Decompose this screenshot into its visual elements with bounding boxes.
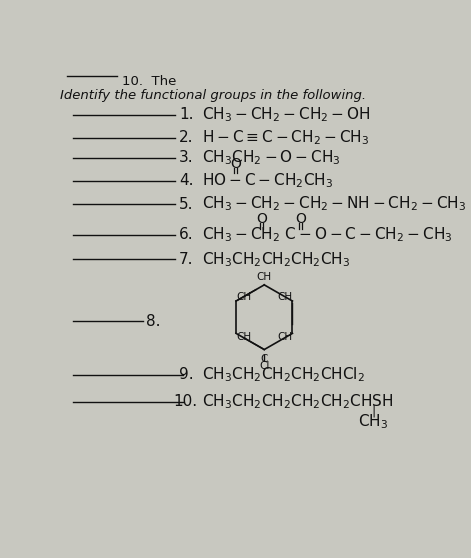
Text: CH: CH	[277, 292, 292, 302]
Text: CH: CH	[236, 292, 252, 302]
Text: 1.: 1.	[179, 107, 194, 122]
Text: O: O	[295, 213, 306, 227]
Text: $\mathrm{H-C{\equiv}C-CH_2-CH_3}$: $\mathrm{H-C{\equiv}C-CH_2-CH_3}$	[202, 128, 370, 147]
Text: Identify the functional groups in the following.: Identify the functional groups in the fo…	[60, 89, 366, 102]
Text: 2.: 2.	[179, 131, 194, 145]
Text: $\mathrm{CH_3-CH_2-CH_2-OH}$: $\mathrm{CH_3-CH_2-CH_2-OH}$	[202, 105, 371, 124]
Text: 10.: 10.	[174, 395, 198, 410]
Text: $\mathrm{CH_3CH_2CH_2CH_2CH_2CHSH}$: $\mathrm{CH_3CH_2CH_2CH_2CH_2CHSH}$	[202, 393, 394, 411]
Text: 5.: 5.	[179, 196, 194, 211]
Text: 9.: 9.	[179, 368, 194, 382]
Text: 6.: 6.	[179, 227, 194, 242]
Text: 10.  The: 10. The	[122, 75, 177, 88]
Text: 3.: 3.	[179, 150, 194, 165]
Text: $\mathrm{CH_3CH_2-O-CH_3}$: $\mathrm{CH_3CH_2-O-CH_3}$	[202, 148, 341, 167]
Text: 8.: 8.	[146, 314, 160, 329]
Text: 4.: 4.	[179, 174, 194, 189]
Text: $\mathrm{CH_3}$: $\mathrm{CH_3}$	[358, 412, 389, 431]
Text: O: O	[230, 157, 241, 171]
Text: 7.: 7.	[179, 252, 194, 267]
Text: $\mathrm{CH_3-CH_2-CH_2-NH-CH_2-CH_3}$: $\mathrm{CH_3-CH_2-CH_2-NH-CH_2-CH_3}$	[202, 195, 466, 213]
Text: $\mathrm{CH_3CH_2CH_2CH_2CHCl_2}$: $\mathrm{CH_3CH_2CH_2CH_2CHCl_2}$	[202, 365, 365, 384]
Text: $\mathrm{HO-C-CH_2CH_3}$: $\mathrm{HO-C-CH_2CH_3}$	[202, 171, 333, 190]
Text: |: |	[372, 405, 376, 417]
Text: CH: CH	[257, 272, 272, 282]
Text: O: O	[257, 213, 268, 227]
Text: $\mathrm{CH_3-CH_2\ C-O-C-CH_2-CH_3}$: $\mathrm{CH_3-CH_2\ C-O-C-CH_2-CH_3}$	[202, 225, 453, 244]
Text: C: C	[260, 354, 268, 364]
Text: CH: CH	[277, 332, 292, 342]
Text: $\mathrm{CH_3CH_2CH_2CH_2CH_3}$: $\mathrm{CH_3CH_2CH_2CH_2CH_3}$	[202, 250, 350, 269]
Text: Cl: Cl	[259, 362, 269, 372]
Text: CH: CH	[236, 332, 252, 342]
